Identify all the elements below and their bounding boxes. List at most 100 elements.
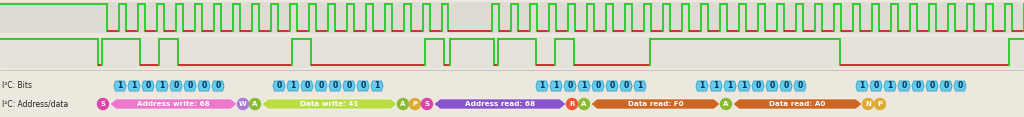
Text: 0: 0 xyxy=(173,82,178,91)
Text: 1: 1 xyxy=(375,82,380,91)
Polygon shape xyxy=(710,81,722,91)
Circle shape xyxy=(579,99,590,110)
Polygon shape xyxy=(315,81,327,91)
Polygon shape xyxy=(357,81,369,91)
Polygon shape xyxy=(592,81,604,91)
Polygon shape xyxy=(550,81,562,91)
Text: Address write: 68: Address write: 68 xyxy=(137,101,210,107)
Bar xyxy=(0,37,1024,68)
Text: 0: 0 xyxy=(318,82,324,91)
Polygon shape xyxy=(434,99,566,109)
Polygon shape xyxy=(170,81,182,91)
Polygon shape xyxy=(606,81,618,91)
Polygon shape xyxy=(343,81,355,91)
Polygon shape xyxy=(954,81,966,91)
Polygon shape xyxy=(110,99,237,109)
Polygon shape xyxy=(620,81,632,91)
Text: A: A xyxy=(582,101,587,107)
Polygon shape xyxy=(870,81,882,91)
Polygon shape xyxy=(940,81,952,91)
Polygon shape xyxy=(738,81,750,91)
Text: W: W xyxy=(240,101,247,107)
Polygon shape xyxy=(536,81,548,91)
Text: 1: 1 xyxy=(637,82,643,91)
Circle shape xyxy=(250,99,260,110)
Text: 0: 0 xyxy=(915,82,921,91)
Polygon shape xyxy=(212,81,224,91)
Polygon shape xyxy=(262,99,397,109)
Text: Data write: 41: Data write: 41 xyxy=(300,101,358,107)
Text: 0: 0 xyxy=(609,82,614,91)
Text: P: P xyxy=(878,101,883,107)
Circle shape xyxy=(862,99,873,110)
Circle shape xyxy=(721,99,731,110)
Text: 1: 1 xyxy=(699,82,705,91)
Text: 1: 1 xyxy=(118,82,123,91)
Polygon shape xyxy=(156,81,168,91)
Text: 0: 0 xyxy=(930,82,935,91)
Polygon shape xyxy=(780,81,792,91)
Text: 1: 1 xyxy=(727,82,732,91)
Text: 1: 1 xyxy=(553,82,559,91)
Text: 0: 0 xyxy=(624,82,629,91)
Text: I²C: Address/data: I²C: Address/data xyxy=(2,99,69,108)
Text: 0: 0 xyxy=(769,82,774,91)
Text: 0: 0 xyxy=(346,82,351,91)
Circle shape xyxy=(397,99,409,110)
Polygon shape xyxy=(301,81,313,91)
Text: 1: 1 xyxy=(582,82,587,91)
Polygon shape xyxy=(114,81,126,91)
Polygon shape xyxy=(142,81,154,91)
Text: 0: 0 xyxy=(783,82,788,91)
Polygon shape xyxy=(766,81,778,91)
Text: N: N xyxy=(865,101,871,107)
Text: 0: 0 xyxy=(187,82,193,91)
Polygon shape xyxy=(898,81,910,91)
Text: 0: 0 xyxy=(943,82,948,91)
Text: 1: 1 xyxy=(859,82,864,91)
Polygon shape xyxy=(564,81,575,91)
Polygon shape xyxy=(752,81,764,91)
Circle shape xyxy=(566,99,578,110)
Text: A: A xyxy=(400,101,406,107)
Polygon shape xyxy=(733,99,862,109)
Text: 0: 0 xyxy=(145,82,151,91)
Text: Data read: F0: Data read: F0 xyxy=(628,101,683,107)
Text: A: A xyxy=(723,101,729,107)
Polygon shape xyxy=(591,99,720,109)
Text: Data read: A0: Data read: A0 xyxy=(769,101,825,107)
Bar xyxy=(0,2,1024,33)
Circle shape xyxy=(97,99,109,110)
Text: 0: 0 xyxy=(202,82,207,91)
Polygon shape xyxy=(856,81,868,91)
Polygon shape xyxy=(128,81,140,91)
Text: 0: 0 xyxy=(595,82,601,91)
Text: 1: 1 xyxy=(714,82,719,91)
Polygon shape xyxy=(198,81,210,91)
Polygon shape xyxy=(371,81,383,91)
Text: 0: 0 xyxy=(901,82,906,91)
Text: S: S xyxy=(100,101,105,107)
Text: 1: 1 xyxy=(160,82,165,91)
Polygon shape xyxy=(184,81,196,91)
Text: 1: 1 xyxy=(131,82,136,91)
Circle shape xyxy=(422,99,432,110)
Polygon shape xyxy=(578,81,590,91)
Text: 0: 0 xyxy=(304,82,309,91)
Polygon shape xyxy=(696,81,708,91)
Text: I²C: Bits: I²C: Bits xyxy=(2,82,32,91)
Text: Address read: 68: Address read: 68 xyxy=(465,101,536,107)
Text: P: P xyxy=(413,101,418,107)
Polygon shape xyxy=(794,81,806,91)
Polygon shape xyxy=(634,81,646,91)
Text: 1: 1 xyxy=(540,82,545,91)
Text: 0: 0 xyxy=(360,82,366,91)
Polygon shape xyxy=(884,81,896,91)
Polygon shape xyxy=(273,81,285,91)
Text: 0: 0 xyxy=(957,82,963,91)
Text: 0: 0 xyxy=(276,82,282,91)
Circle shape xyxy=(238,99,249,110)
Circle shape xyxy=(410,99,421,110)
Polygon shape xyxy=(912,81,924,91)
Text: A: A xyxy=(252,101,258,107)
